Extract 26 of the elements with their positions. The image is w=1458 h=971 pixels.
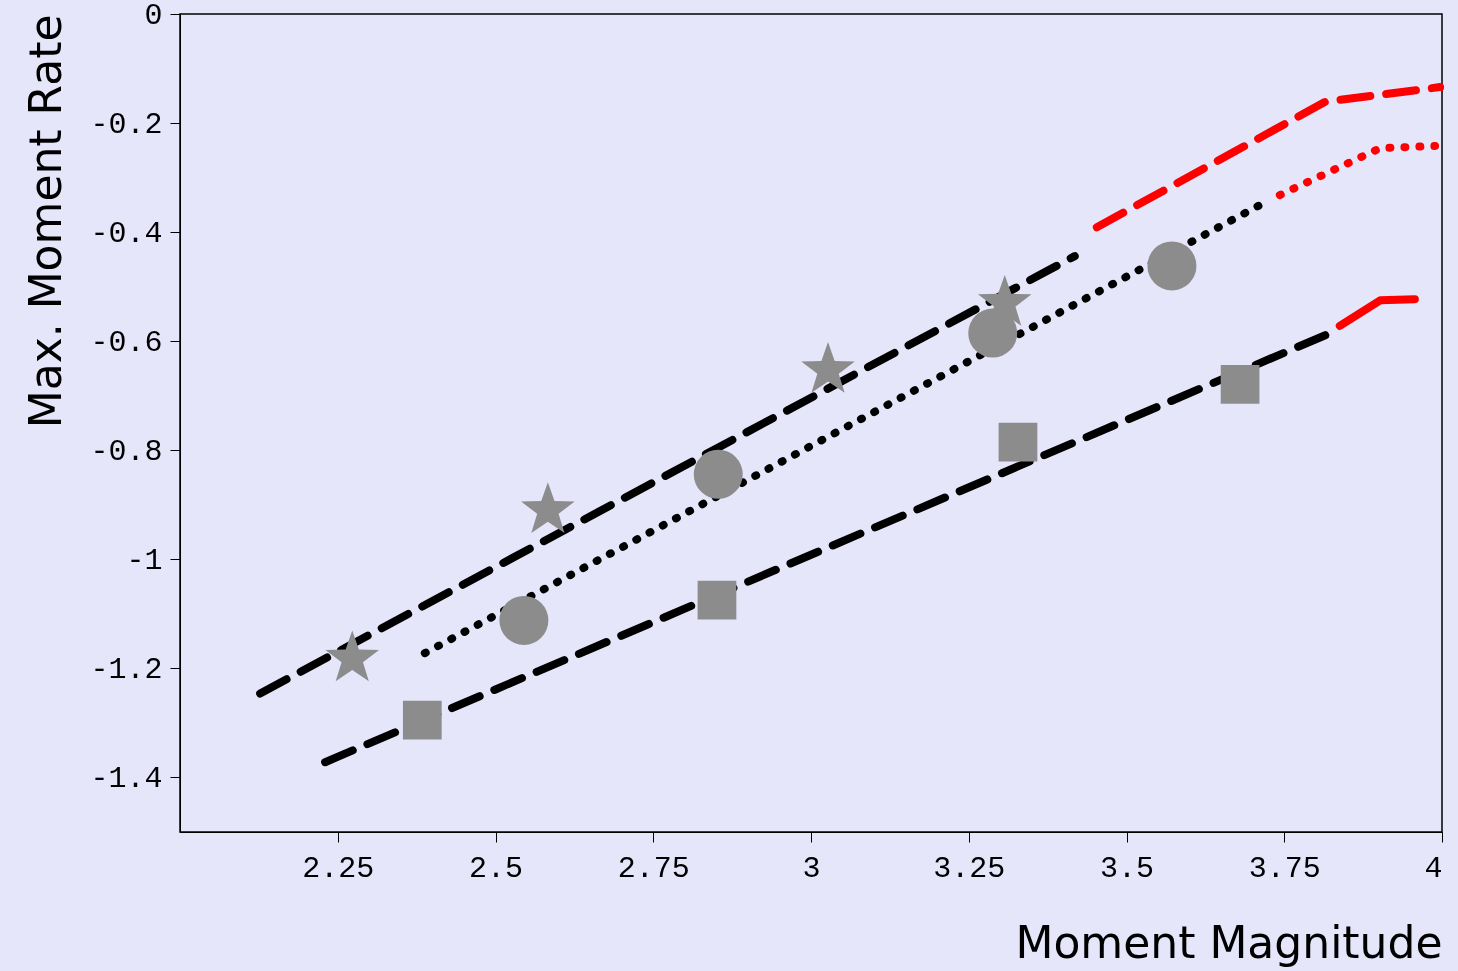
x-tick-label: 3 <box>802 851 821 886</box>
point <box>968 308 1018 358</box>
y-tick-label: -1 <box>126 543 163 578</box>
x-tick-label: 2.5 <box>468 851 524 886</box>
point <box>998 422 1038 462</box>
y-tick-label: 0 <box>144 0 163 33</box>
y-tick-label: -0.2 <box>90 107 163 142</box>
point <box>1220 364 1260 404</box>
point <box>693 449 743 499</box>
y-tick-label: -0.4 <box>90 216 163 251</box>
x-tick-label: 3.5 <box>1099 851 1155 886</box>
y-tick-label: -0.8 <box>90 434 163 469</box>
x-axis-title: Moment Magnitude <box>1015 916 1443 968</box>
x-tick-label: 3.75 <box>1248 851 1321 886</box>
x-tick-label: 2.25 <box>302 851 375 886</box>
point <box>1147 241 1197 291</box>
x-tick-label: 2.75 <box>617 851 690 886</box>
point <box>697 580 737 620</box>
x-tick-label: 3.25 <box>933 851 1006 886</box>
point <box>499 595 549 645</box>
y-axis-title: Max. Moment Rate <box>20 14 72 429</box>
y-tick-label: -0.6 <box>90 325 163 360</box>
point <box>402 700 442 740</box>
y-tick-label: -1.4 <box>90 761 163 796</box>
x-tick-label: 4 <box>1424 851 1443 886</box>
y-tick-label: -1.2 <box>90 652 163 687</box>
